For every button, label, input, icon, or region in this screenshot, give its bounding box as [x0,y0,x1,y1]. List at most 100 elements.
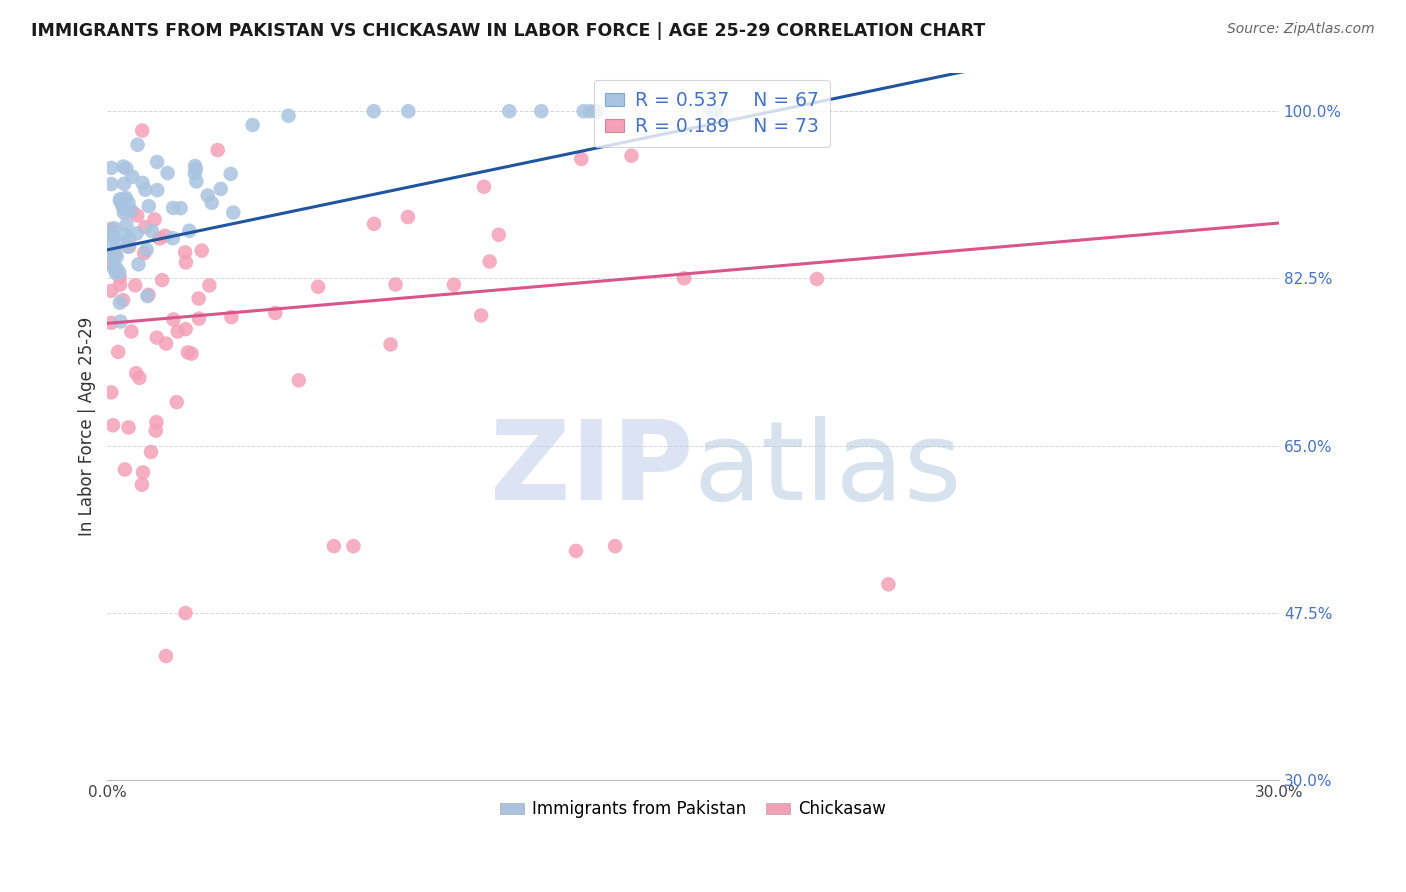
Point [115,161,138,176]
Point [127,137,149,152]
Point [100,225,122,239]
Point [201,195,224,210]
Point [153,228,176,243]
Point [131,176,153,190]
Point [572,104,595,119]
Point [145,424,167,438]
Point [219,167,242,181]
Point [472,179,495,194]
Point [100,316,122,330]
Point [131,123,153,137]
Point [118,232,141,246]
Point [478,254,501,268]
Point [138,287,160,301]
Point [146,330,169,344]
Point [138,199,160,213]
Legend: Immigrants from Pakistan, Chickasaw: Immigrants from Pakistan, Chickasaw [494,794,893,825]
Point [105,250,128,264]
Point [107,236,129,251]
Point [141,224,163,238]
Point [139,445,162,459]
Point [363,217,385,231]
Point [221,310,243,325]
Point [187,292,209,306]
Point [700,104,723,119]
Point [180,346,202,360]
Point [188,311,211,326]
Point [146,155,169,169]
Point [155,648,177,663]
Point [100,385,122,400]
Point [101,256,124,270]
Point [184,167,207,181]
Point [100,161,122,175]
Point [179,224,201,238]
Point [112,205,135,219]
Point [197,188,219,202]
Point [174,606,197,620]
Text: atlas: atlas [693,416,962,523]
Point [120,203,142,218]
Point [117,195,139,210]
Point [673,271,696,285]
Point [174,322,197,336]
Point [498,104,520,119]
Point [101,418,124,433]
Point [103,221,125,235]
Point [127,209,149,223]
Point [117,420,139,434]
Point [100,284,122,298]
Point [530,104,553,119]
Point [704,104,727,119]
Point [103,229,125,244]
Point [112,177,135,191]
Text: ZIP: ZIP [489,416,693,523]
Point [166,395,188,409]
Point [565,544,588,558]
Point [363,104,385,119]
Point [184,159,207,173]
Point [488,227,510,242]
Point [380,337,402,351]
Point [169,201,191,215]
Point [124,278,146,293]
Text: Source: ZipAtlas.com: Source: ZipAtlas.com [1227,22,1375,37]
Point [150,273,173,287]
Point [110,314,132,328]
Point [100,235,122,250]
Point [128,371,150,385]
Point [156,166,179,180]
Point [287,373,309,387]
Point [166,325,188,339]
Point [603,539,626,553]
Point [118,240,141,254]
Point [108,270,131,285]
Point [114,462,136,476]
Point [114,191,136,205]
Point [186,174,208,188]
Point [108,265,131,279]
Point [177,345,200,359]
Point [174,255,197,269]
Point [620,149,643,163]
Point [121,169,143,184]
Point [125,227,148,241]
Point [115,218,138,232]
Point [112,202,135,216]
Point [198,278,221,293]
Point [104,247,127,261]
Point [100,222,122,236]
Point [342,539,364,553]
Point [222,205,245,219]
Point [174,245,197,260]
Point [877,577,900,591]
Point [579,104,602,119]
Point [146,183,169,197]
Point [104,266,127,280]
Point [105,260,128,275]
Point [396,104,419,119]
Point [114,193,136,207]
Point [277,109,299,123]
Point [443,277,465,292]
Point [108,194,131,208]
